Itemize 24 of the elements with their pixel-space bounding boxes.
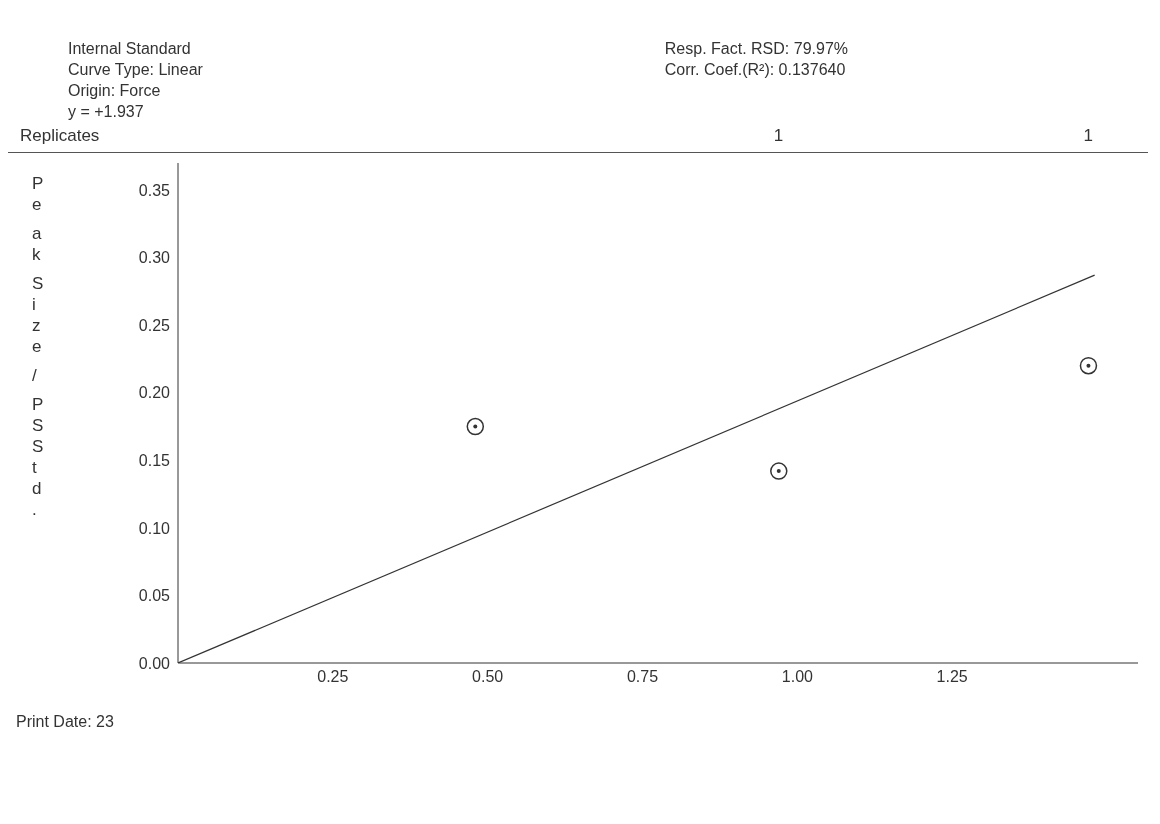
x-tick-label: 0.25 [317, 668, 349, 686]
chart-subtitle: Internal Standard Curve Type: Linear Origin: Force y = +1.937 [68, 39, 203, 122]
point [770, 462, 788, 480]
text: 1 [1083, 126, 1093, 146]
y-tick-label: 0.10 [138, 519, 171, 537]
x-tick-label: 1.00 [781, 668, 814, 686]
text: Resp. Fact. RSD: 79.97% [664, 39, 848, 59]
point [466, 417, 485, 436]
text: 1 [773, 126, 784, 146]
y-tick-label: 0.30 [138, 249, 171, 267]
text: Corr. Coef.(R²): 0.137640 [664, 60, 847, 80]
text: Print Date: 23 [16, 713, 115, 731]
x-tick-label: 1.25 [936, 668, 968, 686]
y-tick-label: 0.25 [138, 316, 171, 334]
y-tick-label: 0.35 [138, 181, 171, 199]
point [1079, 356, 1098, 375]
y-tick-label: 0.15 [138, 451, 171, 469]
text: Replicates [20, 126, 100, 146]
x-tick-label: 0.75 [626, 668, 659, 686]
y-tick-label: 0.20 [138, 384, 171, 402]
text: Peak Size / PS Std. [32, 174, 44, 519]
y-tick-label: 0.00 [138, 654, 171, 672]
y-tick-label: 0.05 [138, 587, 171, 605]
x-tick-label: 0.50 [472, 668, 504, 686]
